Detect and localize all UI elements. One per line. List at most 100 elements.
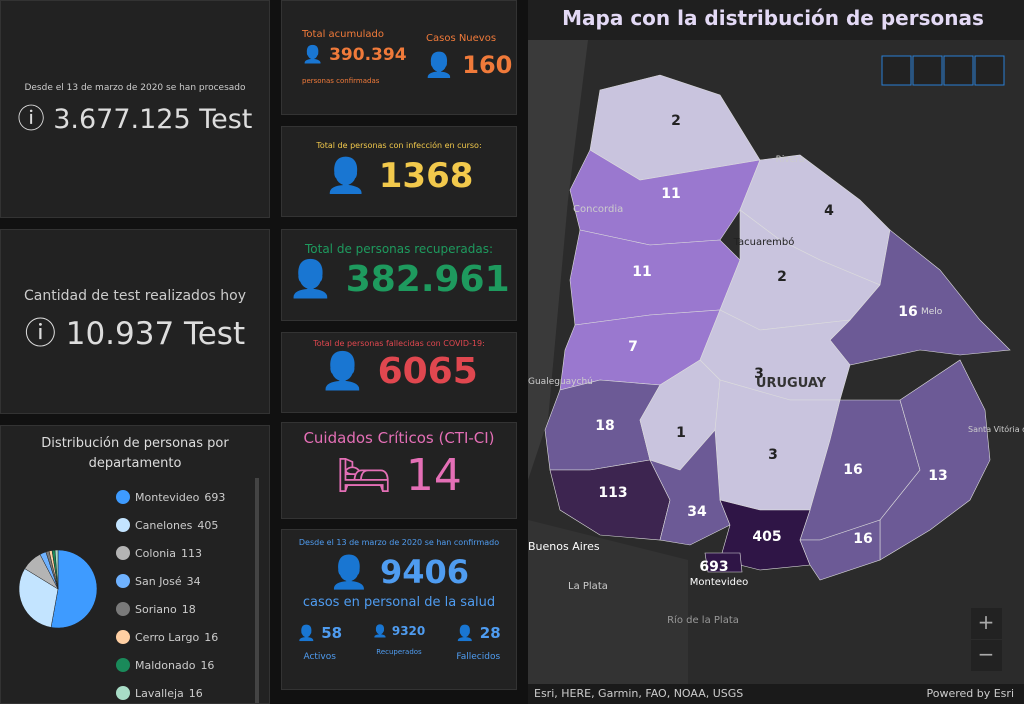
department-value: 3 bbox=[768, 447, 778, 463]
legend-swatch bbox=[116, 518, 130, 532]
stat-value-text: 58 bbox=[321, 624, 343, 642]
map-title: Mapa con la distribución de personas bbox=[562, 6, 984, 30]
legend-value: 693 bbox=[204, 491, 225, 504]
legend-name: Colonia bbox=[135, 547, 176, 560]
zoom-out-icon: − bbox=[978, 642, 995, 666]
value: 🛏 14 bbox=[336, 450, 462, 501]
department-value: 7 bbox=[628, 339, 638, 355]
stat-value: 👤 9320 bbox=[372, 624, 426, 638]
legend-swatch bbox=[116, 546, 130, 560]
pie-chart: Montevideo 693 Canelones 405 Colonia 113 San J… bbox=[18, 478, 259, 703]
panel: Cantidad de test realizados hoy ⓘ 10.937… bbox=[0, 229, 270, 414]
label: Cantidad de test realizados hoy bbox=[24, 288, 246, 304]
value-text: 9406 bbox=[379, 553, 470, 591]
department-value: 16 bbox=[898, 304, 917, 320]
legend-name: Cerro Largo bbox=[135, 631, 199, 644]
stats: 👤 58 Activos 👤 9320 Recuperados 👤 28 Fallecid… bbox=[282, 624, 516, 662]
scrollbar bbox=[255, 478, 259, 703]
value: 👤 390.394 bbox=[302, 45, 407, 65]
panel: Total de personas recuperadas: 👤 382.961 bbox=[281, 229, 517, 321]
department-value: 34 bbox=[687, 504, 707, 520]
place-label: Buenos Aires bbox=[528, 540, 600, 553]
department-shape bbox=[879, 359, 991, 561]
home-button[interactable] bbox=[881, 55, 912, 86]
label: Total de personas recuperadas: bbox=[304, 242, 493, 256]
legend-value: 16 bbox=[200, 659, 214, 672]
panel: Total acumulado 👤 390.394 personas confi… bbox=[281, 0, 517, 115]
department-value: 16 bbox=[853, 531, 872, 547]
value: 👤 382.961 bbox=[288, 259, 510, 300]
department: 113 bbox=[549, 459, 671, 541]
panel: Desde el 13 de marzo de 2020 se han conf… bbox=[281, 529, 517, 690]
attribution-bar bbox=[528, 684, 1024, 704]
place-label: Santa Vitória do Palmar bbox=[968, 424, 1024, 434]
place-label: URUGUAY bbox=[756, 376, 827, 391]
department-shape bbox=[799, 519, 881, 581]
place-label: Tacuarembó bbox=[733, 236, 795, 248]
sub-label: personas confirmadas bbox=[302, 77, 380, 85]
legend-name: San José bbox=[135, 575, 182, 588]
value-text: 160 bbox=[462, 51, 513, 79]
place-label: Concordia bbox=[573, 204, 623, 215]
department: 34 bbox=[649, 429, 731, 546]
legend-swatch bbox=[116, 490, 130, 504]
label: Casos Nuevos bbox=[426, 33, 497, 44]
department-value: 13 bbox=[928, 468, 947, 484]
value: 👤 1368 bbox=[324, 156, 474, 196]
stat-label: Recuperados bbox=[376, 648, 422, 656]
panel: Total de personas fallecidas con COVID-1… bbox=[281, 332, 517, 413]
stat-value: 👤 28 bbox=[455, 624, 501, 642]
department-shape bbox=[704, 552, 743, 573]
pie-slice bbox=[54, 549, 59, 590]
stat: 👤 28 Fallecidos bbox=[456, 624, 501, 662]
department: 693 bbox=[699, 552, 743, 575]
label: Desde el 13 de marzo de 2020 se han proc… bbox=[24, 83, 246, 93]
place-label: Montevideo bbox=[690, 577, 748, 588]
value-text: 10.937 Test bbox=[65, 316, 246, 352]
label: Total acumulado bbox=[302, 29, 384, 40]
zoom-in-icon: + bbox=[978, 610, 995, 634]
value-text: 390.394 bbox=[329, 45, 407, 65]
department: 18 bbox=[544, 379, 661, 471]
legend-value: 18 bbox=[182, 603, 196, 616]
map: Mapa con la distribución de personas 2 11… bbox=[528, 0, 1024, 704]
powered-by: Powered by Esri bbox=[926, 687, 1014, 700]
title-bar bbox=[528, 0, 1024, 40]
department-value: 2 bbox=[777, 269, 787, 285]
legend-name: Soriano bbox=[135, 603, 177, 616]
stat-value-text: 9320 bbox=[391, 624, 426, 638]
legend-name: Canelones bbox=[135, 519, 193, 532]
legend-name: Montevideo bbox=[135, 491, 200, 504]
place-label: La Plata bbox=[568, 581, 608, 592]
value-text: 3.677.125 Test bbox=[53, 104, 253, 135]
zoom-out[interactable] bbox=[971, 640, 1002, 671]
land bbox=[528, 40, 588, 480]
department-value: 405 bbox=[752, 529, 781, 545]
place-label: Rivera bbox=[776, 155, 805, 165]
department-value: 18 bbox=[595, 418, 614, 434]
legend-value: 405 bbox=[197, 519, 218, 532]
department-value: 11 bbox=[632, 264, 651, 280]
legend-value: 16 bbox=[189, 687, 203, 700]
land bbox=[528, 520, 688, 704]
department-value: 2 bbox=[671, 113, 681, 129]
layers-button[interactable] bbox=[943, 55, 974, 86]
stat-value-text: 28 bbox=[479, 624, 501, 642]
department: 11 bbox=[569, 229, 741, 326]
value-text: 14 bbox=[405, 450, 462, 501]
label: Total de personas con infección en curso… bbox=[316, 141, 482, 150]
toolbar bbox=[881, 55, 1005, 86]
stat-value: 👤 58 bbox=[297, 624, 343, 642]
panel: Total de personas con infección en curso… bbox=[281, 126, 517, 217]
value: 👤 9406 bbox=[328, 553, 470, 591]
zoom-in[interactable] bbox=[971, 608, 1002, 639]
value: 👤 160 bbox=[424, 51, 513, 79]
department: 11 bbox=[569, 149, 761, 246]
stat-label: Fallecidos bbox=[456, 652, 501, 662]
basemap-button[interactable] bbox=[974, 55, 1005, 86]
legend-value: 34 bbox=[187, 575, 201, 588]
sub-label: casos en personal de la salud bbox=[302, 595, 496, 610]
legend-button[interactable] bbox=[912, 55, 943, 86]
legend-swatch bbox=[116, 658, 130, 672]
